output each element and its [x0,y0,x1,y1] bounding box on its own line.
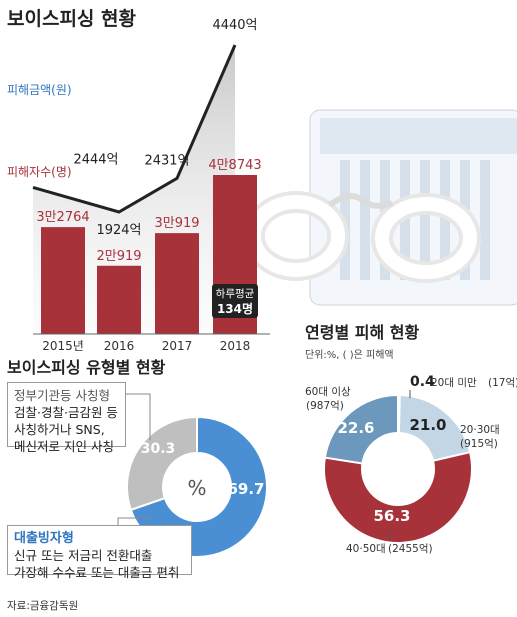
x-tick-label: 2018 [220,339,251,353]
chart-title: 보이스피싱 현황 [7,7,136,30]
victims-bar [97,265,141,334]
type-chart-title: 보이스피싱 유형별 현황 [7,358,166,377]
age-slice-value: 21.0 [409,416,446,434]
gov-type-line-2: 사칭하거나 SNS, [14,422,105,437]
damage-line: 2444억 1924억 2431억 4440억 [32,18,258,238]
damage-point-label: 4440억 [212,18,257,33]
loan-type-box: 대출빙자형 신규 또는 저금리 전환대출 가장해 수수료 또는 대출금 편취 [7,525,192,580]
damage-amount-label: 피해금액(원) [7,83,72,97]
type-loan-value: 69.7 [227,480,264,498]
x-tick-label: 2016 [104,339,135,353]
gov-type-title: 정부기관등 사칭형 [14,388,110,403]
damage-line-path [32,44,237,214]
x-tick-label: 2017 [162,339,193,353]
age-4050-label: 40·50대 [346,543,386,555]
gov-box-connector [120,393,151,440]
type-donut: 69.7 30.3 [126,415,268,558]
age-60plus-amount: (987억) [306,400,344,412]
victims-bar [41,227,85,334]
loan-type-line-2: 가장해 수수료 또는 대출금 편취 [14,565,180,580]
age-donut: 21.0 56.3 22.6 [323,393,473,544]
victims-bar [155,233,199,334]
age-2030-amount: (915억) [460,438,498,450]
age-under20-amount: (17억) [488,377,517,389]
age-chart-subtitle: 단위:%, ( )은 피해액 [305,348,394,361]
loan-box-connector [117,517,150,527]
damage-point-label: 2431억 [144,153,189,168]
victims-bars: 3만2764 2만919 3만919 4만8743 [36,158,262,334]
donut-slice [126,415,198,512]
gov-type-box: 정부기관등 사칭형 검찰·경찰·금감원 등 사칭하거나 SNS, 메신저로 지인… [7,382,126,454]
daily-average-label: 하루평균 [216,287,255,300]
loan-type-line-1: 신규 또는 저금리 전환대출 [14,548,153,563]
age-2030-label: 20·30대 [460,424,500,436]
victims-bar-label: 2만919 [96,249,141,264]
victims-bar-label: 3만919 [154,216,199,231]
victims-bar-label: 3만2764 [36,210,89,225]
age-60plus-label: 60대 이상 [305,386,351,398]
daily-average-value: 134명 [217,302,253,316]
age-under20-label: 20대 미만 [431,377,477,389]
type-donut-center-label: % [187,476,206,500]
loan-type-title: 대출빙자형 [14,531,74,546]
age-4050-amount: (2455억) [388,543,433,555]
gov-type-line-1: 검찰·경찰·금감원 등 [14,405,118,420]
donut-slice [323,450,473,544]
age-under20-value: 0.4 [410,374,435,390]
daily-average-box [212,284,258,318]
donut-slice [323,393,399,465]
x-axis-ticks: 2015년 2016 2017 2018 [42,339,250,353]
victims-label: 피해자수(명) [7,165,72,179]
damage-point-label: 1924억 [96,223,141,238]
x-tick-label: 2015년 [42,339,84,353]
age-slice-value: 56.3 [373,507,410,525]
type-gov-value: 30.3 [141,441,176,457]
age-chart-title: 연령별 피해 현황 [305,323,419,342]
victims-bar-label: 4만8743 [208,158,261,173]
gov-type-line-3: 메신저로 지인 사칭 [14,439,114,454]
age-slice-value: 22.6 [337,419,374,437]
damage-point-label: 2444억 [73,152,118,167]
source-label: 자료:금융감독원 [7,600,78,612]
